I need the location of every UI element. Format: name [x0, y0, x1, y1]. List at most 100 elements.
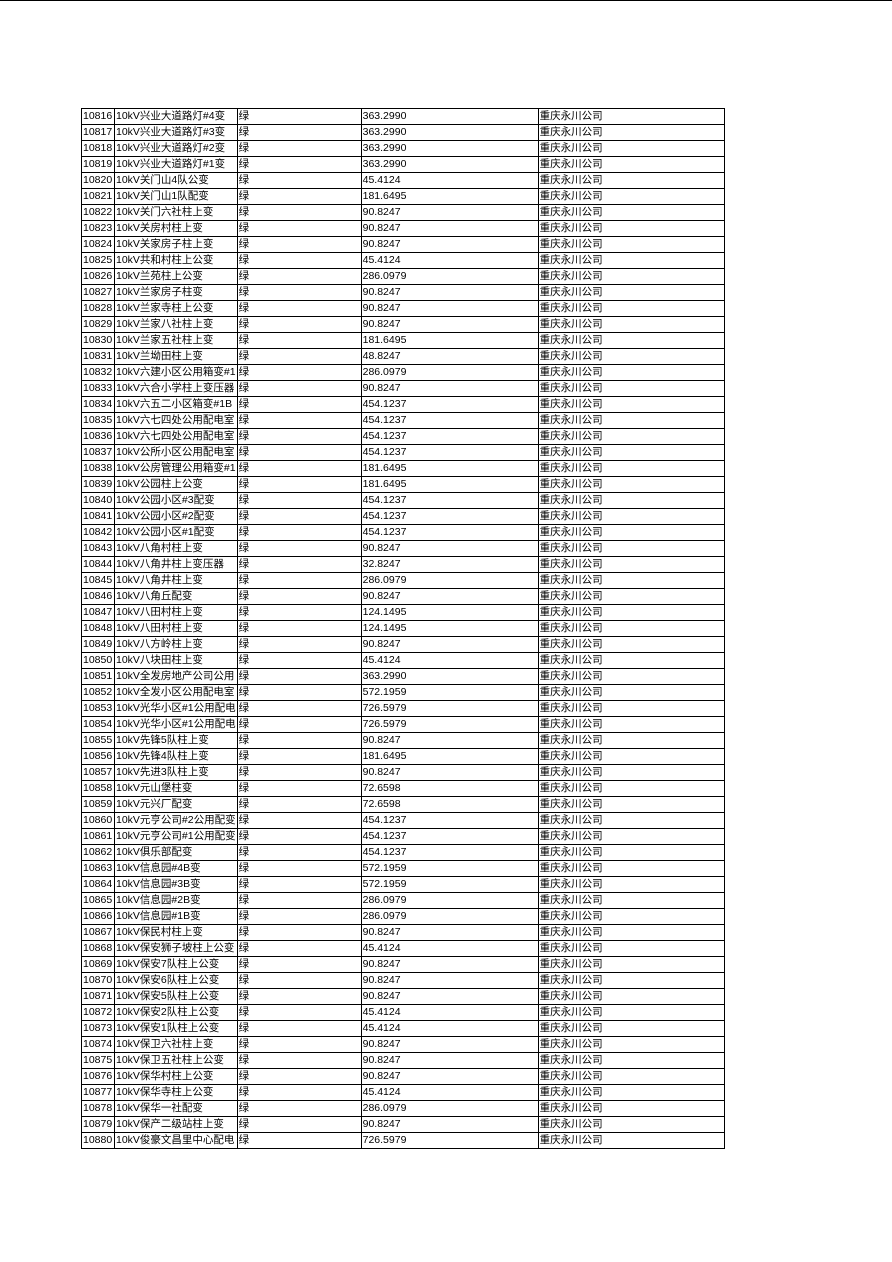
cell-value: 454.1237 [360, 492, 539, 509]
cell-status: 绿 [236, 812, 362, 829]
cell-status: 绿 [236, 332, 362, 349]
cell-value: 45.4124 [360, 1084, 539, 1101]
cell-company: 重庆永川公司 [537, 1020, 725, 1037]
cell-company: 重庆永川公司 [537, 332, 725, 349]
cell-name: 10kV八角村柱上变 [114, 540, 238, 557]
cell-value: 363.2990 [360, 668, 539, 685]
cell-status: 绿 [236, 300, 362, 317]
cell-id: 10876 [81, 1068, 115, 1085]
cell-company: 重庆永川公司 [537, 1004, 725, 1021]
cell-value: 286.0979 [360, 1100, 539, 1117]
cell-id: 10866 [81, 908, 115, 925]
cell-status: 绿 [236, 1100, 362, 1117]
cell-id: 10816 [81, 108, 115, 125]
cell-id: 10855 [81, 732, 115, 749]
cell-value: 90.8247 [360, 1036, 539, 1053]
cell-status: 绿 [236, 1020, 362, 1037]
cell-name: 10kV俱乐部配变 [114, 844, 238, 861]
cell-name: 10kV保民村柱上变 [114, 924, 238, 941]
cell-id: 10830 [81, 332, 115, 349]
cell-name: 10kV关门六社柱上变 [114, 204, 238, 221]
cell-company: 重庆永川公司 [537, 268, 725, 285]
cell-value: 286.0979 [360, 268, 539, 285]
table-row: 10860 10kV元亨公司#2公用配变绿 454.1237 重庆永川公司 [81, 812, 725, 829]
cell-company: 重庆永川公司 [537, 572, 725, 589]
cell-id: 10857 [81, 764, 115, 781]
cell-value: 90.8247 [360, 1068, 539, 1085]
cell-id: 10873 [81, 1020, 115, 1037]
cell-id: 10821 [81, 188, 115, 205]
cell-value: 45.4124 [360, 652, 539, 669]
cell-value: 45.4124 [360, 1004, 539, 1021]
cell-company: 重庆永川公司 [537, 428, 725, 445]
cell-value: 454.1237 [360, 812, 539, 829]
cell-company: 重庆永川公司 [537, 300, 725, 317]
table-row: 10847 10kV八田村柱上变绿 124.1495 重庆永川公司 [81, 604, 725, 621]
cell-value: 454.1237 [360, 412, 539, 429]
cell-status: 绿 [236, 428, 362, 445]
cell-name: 10kV元兴厂配变 [114, 796, 238, 813]
cell-id: 10817 [81, 124, 115, 141]
cell-id: 10818 [81, 140, 115, 157]
cell-company: 重庆永川公司 [537, 1068, 725, 1085]
cell-company: 重庆永川公司 [537, 140, 725, 157]
cell-status: 绿 [236, 924, 362, 941]
cell-value: 454.1237 [360, 396, 539, 413]
cell-value: 454.1237 [360, 444, 539, 461]
cell-id: 10834 [81, 396, 115, 413]
cell-status: 绿 [236, 540, 362, 557]
table-row: 10823 10kV关房村柱上变绿 90.8247 重庆永川公司 [81, 220, 725, 237]
cell-name: 10kV兴业大道路灯#1变 [114, 156, 238, 173]
cell-name: 10kV共和村柱上公变 [114, 252, 238, 269]
cell-name: 10kV公园小区#2配变 [114, 508, 238, 525]
cell-company: 重庆永川公司 [537, 460, 725, 477]
cell-value: 572.1959 [360, 876, 539, 893]
cell-name: 10kV信息园#2B变 [114, 892, 238, 909]
cell-company: 重庆永川公司 [537, 364, 725, 381]
cell-status: 绿 [236, 348, 362, 365]
cell-status: 绿 [236, 668, 362, 685]
table-row: 10819 10kV兴业大道路灯#1变绿 363.2990 重庆永川公司 [81, 156, 725, 173]
cell-company: 重庆永川公司 [537, 764, 725, 781]
table-row: 10874 10kV保卫六社柱上变绿 90.8247 重庆永川公司 [81, 1036, 725, 1053]
cell-status: 绿 [236, 700, 362, 717]
cell-name: 10kV先进3队柱上变 [114, 764, 238, 781]
cell-id: 10874 [81, 1036, 115, 1053]
cell-status: 绿 [236, 412, 362, 429]
cell-value: 90.8247 [360, 636, 539, 653]
cell-value: 90.8247 [360, 300, 539, 317]
cell-value: 572.1959 [360, 684, 539, 701]
cell-name: 10kV保安2队柱上公变 [114, 1004, 238, 1021]
cell-name: 10kV兴业大道路灯#4变 [114, 108, 238, 125]
table-row: 10858 10kV元山堡柱变绿 72.6598 重庆永川公司 [81, 780, 725, 797]
cell-company: 重庆永川公司 [537, 716, 725, 733]
cell-name: 10kV元亨公司#1公用配变 [114, 828, 238, 845]
cell-name: 10kV保华村柱上公变 [114, 1068, 238, 1085]
cell-value: 90.8247 [360, 316, 539, 333]
cell-company: 重庆永川公司 [537, 908, 725, 925]
cell-company: 重庆永川公司 [537, 844, 725, 861]
cell-name: 10kV六建小区公用箱变#1 [114, 364, 238, 381]
cell-id: 10856 [81, 748, 115, 765]
table-row: 10831 10kV兰坳田柱上变绿 48.8247 重庆永川公司 [81, 348, 725, 365]
table-row: 10856 10kV先锋4队柱上变绿 181.6495 重庆永川公司 [81, 748, 725, 765]
table-row: 10871 10kV保安5队柱上公变绿 90.8247 重庆永川公司 [81, 988, 725, 1005]
table-row: 10853 10kV光华小区#1公用配电绿 726.5979 重庆永川公司 [81, 700, 725, 717]
cell-status: 绿 [236, 684, 362, 701]
cell-value: 90.8247 [360, 380, 539, 397]
cell-id: 10872 [81, 1004, 115, 1021]
cell-id: 10840 [81, 492, 115, 509]
cell-name: 10kV保安狮子坡柱上公变 [114, 940, 238, 957]
cell-id: 10854 [81, 716, 115, 733]
cell-id: 10860 [81, 812, 115, 829]
cell-status: 绿 [236, 1132, 362, 1149]
cell-status: 绿 [236, 252, 362, 269]
cell-name: 10kV公所小区公用配电室 [114, 444, 238, 461]
cell-name: 10kV八田村柱上变 [114, 604, 238, 621]
table-row: 10829 10kV兰家八社柱上变绿 90.8247 重庆永川公司 [81, 316, 725, 333]
cell-name: 10kV保卫五社柱上公变 [114, 1052, 238, 1069]
cell-id: 10875 [81, 1052, 115, 1069]
table-row: 10841 10kV公园小区#2配变绿 454.1237 重庆永川公司 [81, 508, 725, 525]
cell-status: 绿 [236, 908, 362, 925]
cell-name: 10kV保安1队柱上公变 [114, 1020, 238, 1037]
